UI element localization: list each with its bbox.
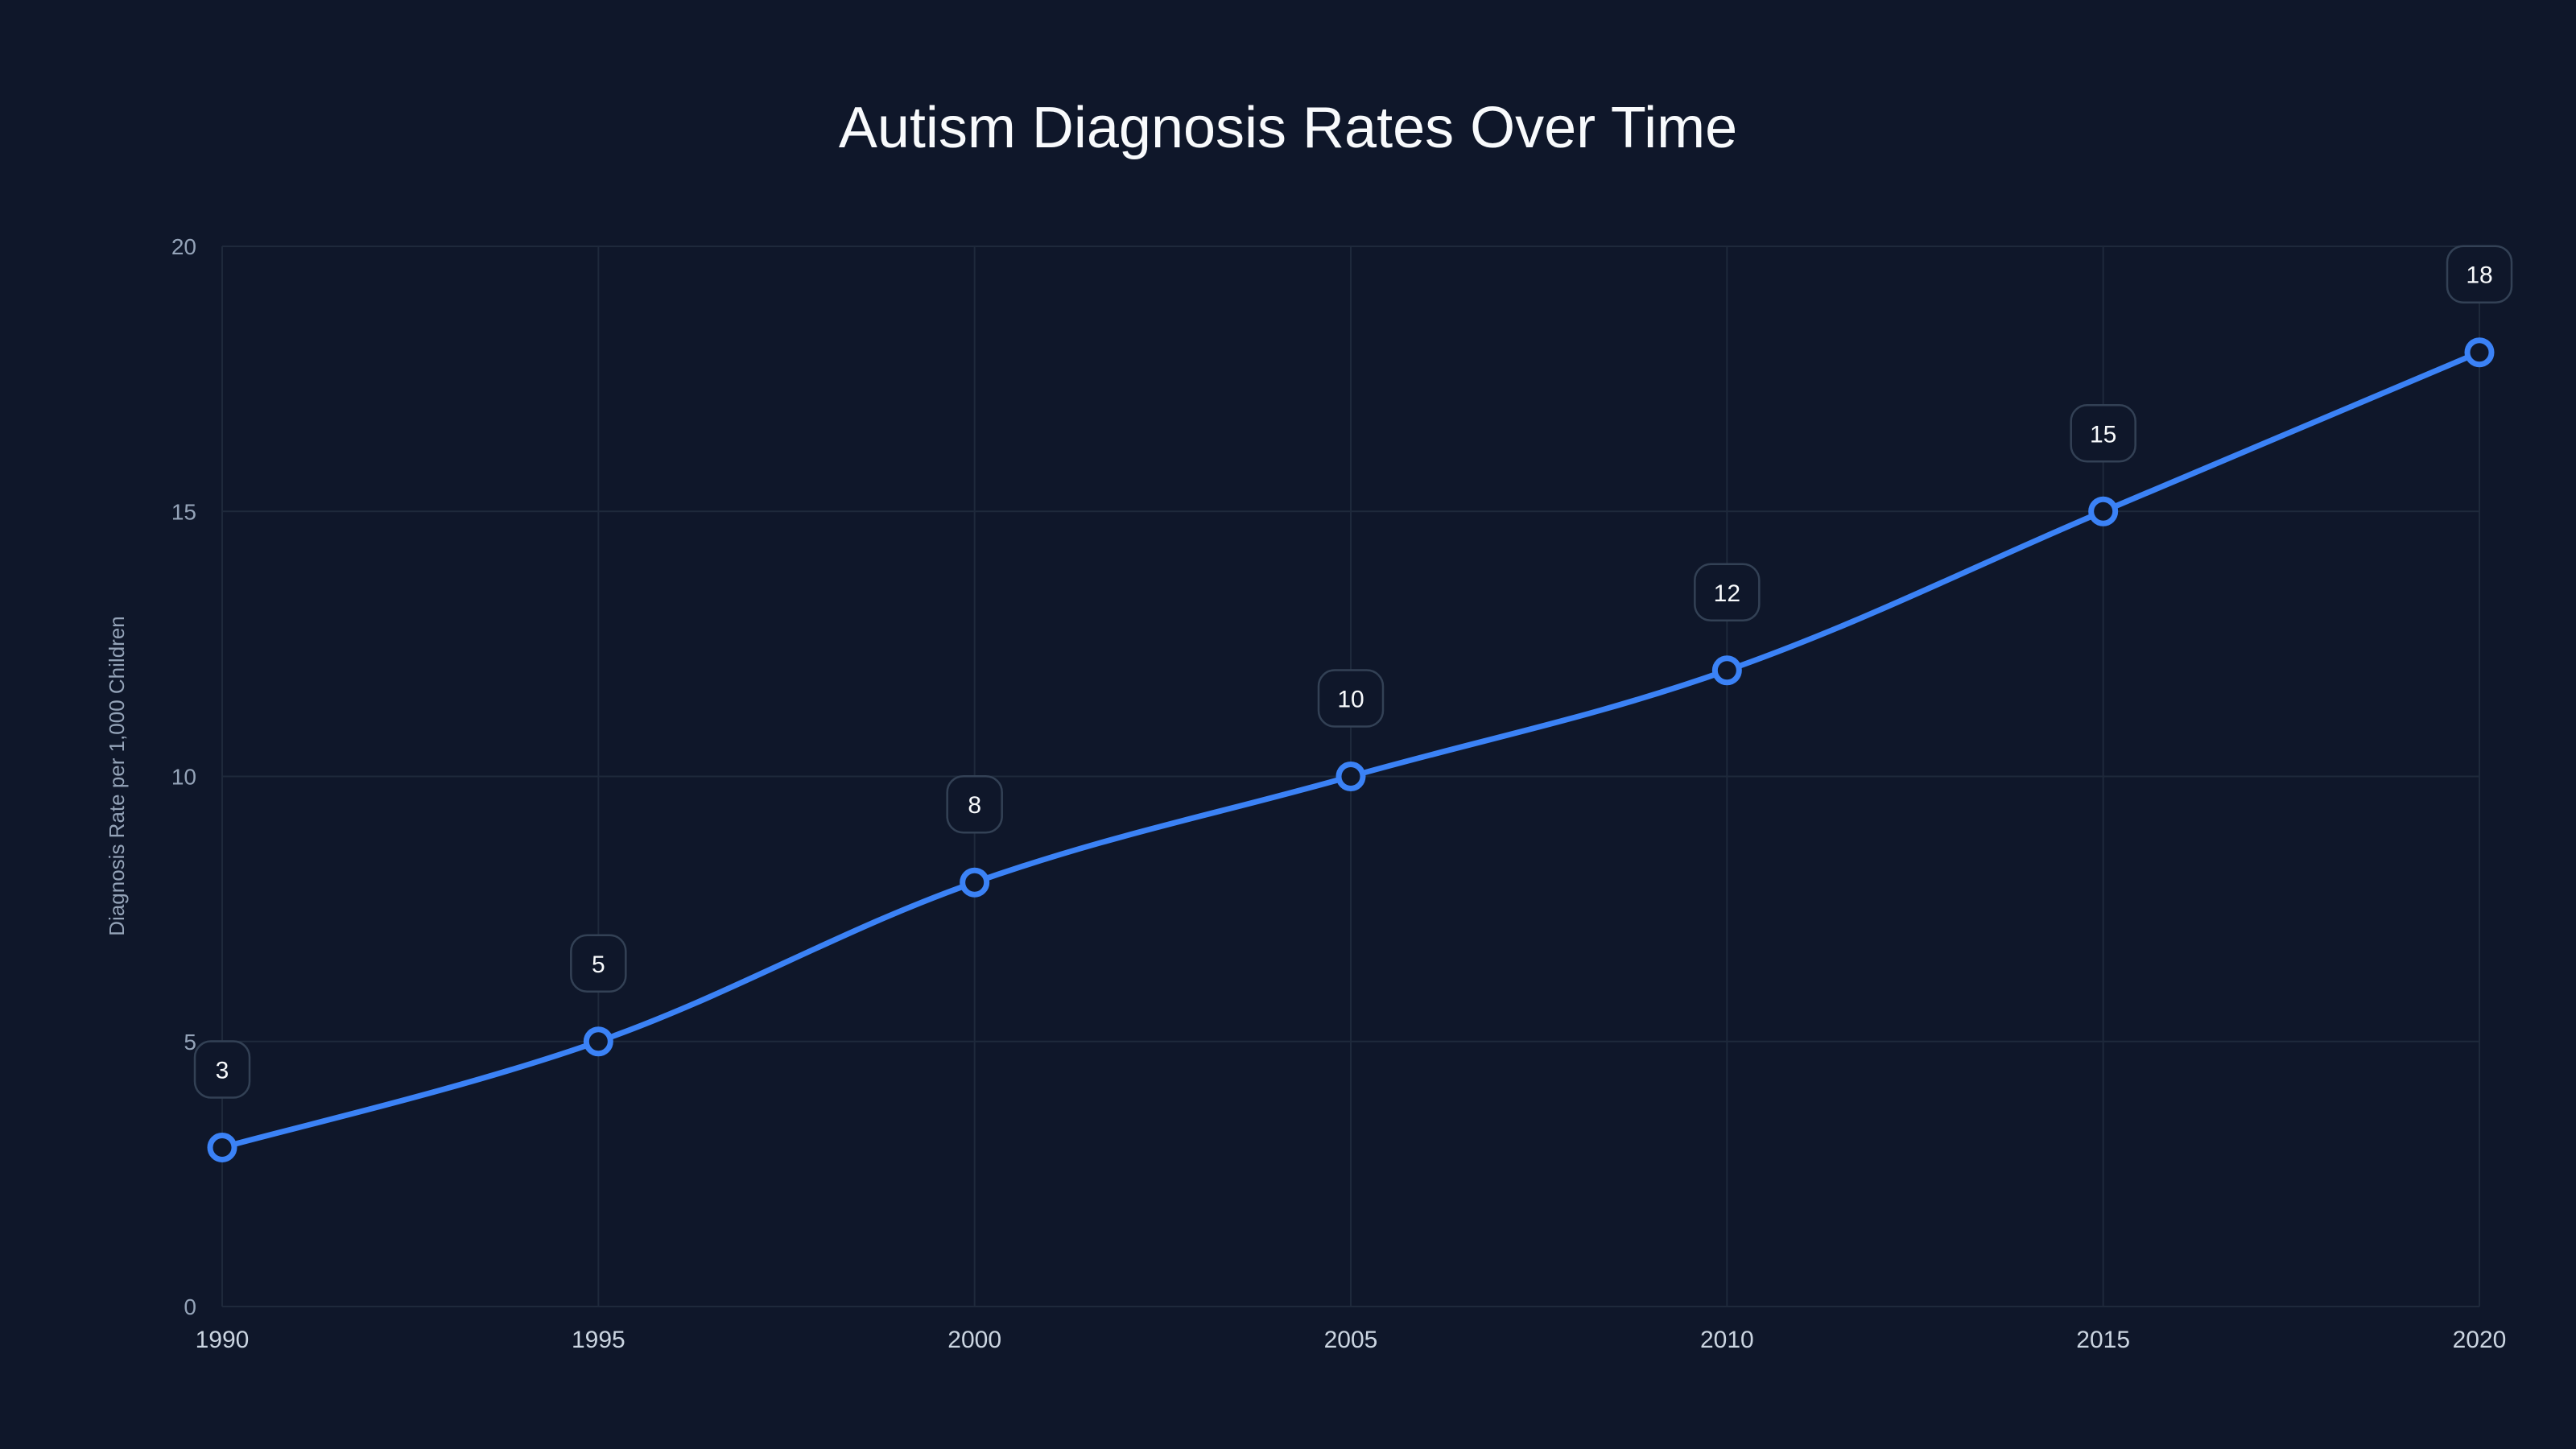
data-label-value: 12	[1714, 580, 1740, 607]
data-point-marker	[583, 1026, 613, 1057]
data-labels: 3 5 8 10 12 15 18	[193, 245, 2513, 1099]
x-tick-label: 2015	[2076, 1327, 2130, 1353]
x-axis-ticks: 1990 1995 2000 2005 2010 2015 2020	[196, 1327, 2507, 1353]
x-tick-label: 1990	[196, 1327, 250, 1353]
data-label-box	[2446, 245, 2513, 303]
data-label-box	[946, 774, 1003, 834]
y-tick-label: 15	[171, 499, 196, 524]
data-label-value: 3	[216, 1057, 229, 1084]
data-point-marker	[960, 867, 990, 898]
x-tick-label: 1995	[572, 1327, 625, 1353]
data-points	[207, 337, 2495, 1162]
data-label-box	[193, 1040, 251, 1099]
data-label-value: 18	[2466, 262, 2492, 289]
chart-title: Autism Diagnosis Rates Over Time	[838, 96, 1738, 160]
y-axis-ticks: 0 5 10 15 20	[171, 234, 196, 1319]
data-label-value: 5	[592, 952, 605, 978]
data-point-marker	[207, 1132, 237, 1162]
x-tick-label: 2020	[2453, 1327, 2507, 1353]
y-tick-label: 20	[171, 234, 196, 259]
data-label-box	[2070, 404, 2136, 463]
data-point-marker	[1335, 762, 1366, 791]
data-label-value: 8	[968, 792, 981, 819]
x-tick-label: 2005	[1324, 1327, 1378, 1353]
data-label-value: 15	[2090, 421, 2116, 448]
data-label-value: 10	[1337, 687, 1364, 713]
y-tick-label: 5	[184, 1030, 196, 1055]
data-point-marker	[2464, 337, 2495, 368]
y-tick-label: 10	[171, 765, 196, 790]
x-tick-label: 2000	[947, 1327, 1001, 1353]
y-axis-label: Diagnosis Rate per 1,000 Children	[105, 616, 129, 935]
x-tick-label: 2010	[1700, 1327, 1754, 1353]
data-point-marker	[1711, 655, 1742, 686]
data-label-box	[1694, 563, 1761, 622]
y-tick-label: 0	[184, 1294, 196, 1319]
data-label-box	[570, 934, 627, 993]
data-label-box	[1317, 669, 1385, 728]
data-point-marker	[2088, 496, 2119, 526]
